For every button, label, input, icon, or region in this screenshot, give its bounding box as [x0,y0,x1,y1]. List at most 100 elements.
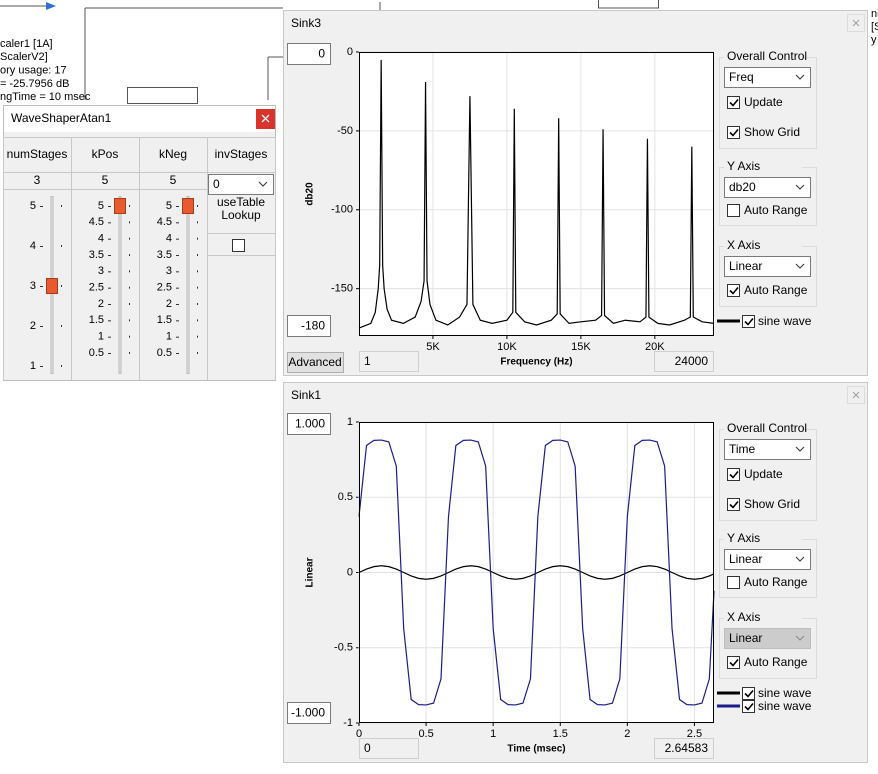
checkbox-label: Auto Range [744,203,808,217]
slider-tick-dot [129,270,130,272]
dropdown-value: db20 [729,180,756,194]
column-header: kPos [92,147,119,161]
checkbox-box [743,701,755,713]
checkbox[interactable] [728,285,740,297]
slider-thumb[interactable] [115,199,126,214]
slider-tick-label: 4.5 [89,216,104,228]
y-axis-label: Linear [305,557,316,587]
slider-tick-label: 1.5 [157,314,172,326]
y-tick-label: 0 [347,46,353,58]
dropdown[interactable]: Time [725,440,811,460]
checkbox-box [743,688,755,700]
slider-tick-dot [197,205,198,207]
checkbox-box [728,127,740,139]
slider-tick-dot [197,352,198,354]
slider-tick-label: 0.5 [89,347,104,359]
slider-tick-label: 5 [30,200,36,212]
slider-tick-label: 1 [30,360,36,372]
group-label: Y Axis [727,159,760,173]
y-tick-label: -100 [331,204,353,216]
checkbox[interactable] [743,701,755,713]
checkbox[interactable] [743,688,755,700]
slider-tick-dot [197,254,198,256]
plot-area [359,52,714,336]
window-title: WaveShaperAtan1 [11,111,112,125]
dropdown-value: Linear [729,631,762,645]
checkbox-label: Show Grid [744,497,800,511]
slider-tick-label: 0.5 [157,347,172,359]
dropdown-value: Time [729,442,756,456]
slider-tick-dot [197,270,198,272]
slider-tick-label: 4 [166,233,172,245]
slider-tick-label: 3.5 [157,249,172,261]
checkbox-box [728,97,740,109]
y-tick-label: 0 [347,566,353,578]
diagram-text: nk [871,8,878,20]
option-label: Lookup [221,208,261,222]
diagram-text: ScalerV2] [0,51,48,63]
checkbox-box [728,499,740,511]
checkbox[interactable] [728,657,740,669]
slider-tick-dot [129,254,130,256]
diagram-text: = -25.7956 dB [0,78,69,90]
dropdown-value: Freq [729,70,754,84]
checkbox[interactable] [728,577,740,589]
parameter-value: 5 [102,173,109,187]
slider-tick-dot [197,303,198,305]
dropdown: Linear [725,629,811,649]
input-value: 1 [364,354,371,368]
x-axis-label: Time (msec) [507,744,565,755]
slider-tick-dot [197,319,198,321]
slider-tick-label: 3.5 [89,249,104,261]
checkbox[interactable] [233,240,245,252]
checkbox[interactable] [728,97,740,109]
slider-tick-dot [61,285,62,287]
checkbox-box [728,577,740,589]
y-tick-label: 1 [347,416,353,428]
checkbox-label: Update [744,95,783,109]
x-axis-label: Frequency (Hz) [500,357,572,368]
slider-tick-label: 4 [30,240,36,252]
sink-window: Sink30-50-100-1505K10K15K20Kdb20Frequenc… [284,11,868,376]
input-value: 2.64583 [665,741,709,755]
checkbox-box [728,469,740,481]
checkbox[interactable] [743,316,755,328]
x-tick-label: 2 [624,728,630,740]
slider-tick-dot [61,205,62,207]
checkbox-label: Update [744,467,783,481]
checkbox[interactable] [728,499,740,511]
group-label: X Axis [727,610,760,624]
diagram-block [599,0,659,8]
checkbox[interactable] [728,205,740,217]
dropdown[interactable]: Linear [725,550,811,570]
diagram-text: ory usage: 17 [0,65,67,77]
dropdown[interactable]: db20 [725,178,811,198]
slider-tick-dot [129,319,130,321]
slider-tick-label: 1 [166,331,172,343]
dropdown[interactable]: Linear [725,257,811,277]
slider-tick-dot [129,205,130,207]
checkbox[interactable] [728,469,740,481]
slider-thumb[interactable] [47,279,58,294]
slider-tick-label: 1.5 [89,314,104,326]
slider-thumb[interactable] [183,199,194,214]
diagram-text: [S [871,21,878,33]
checkbox[interactable] [728,127,740,139]
checkbox-box [233,240,245,252]
slider-tick-label: 2.5 [157,282,172,294]
slider-tick-label: 3 [166,265,172,277]
slider-tick-dot [129,303,130,305]
dropdown[interactable]: 0 [209,175,274,195]
slider-tick-label: 5 [166,200,172,212]
slider-tick-dot [197,287,198,289]
diagram-block [128,88,198,104]
slider-tick-dot [129,352,130,354]
slider-tick-label: 2 [166,298,172,310]
slider-tick-label: 4 [98,233,104,245]
dropdown[interactable]: Freq [725,68,811,88]
checkbox-box [728,285,740,297]
column-header: invStages [215,147,268,161]
group-label: X Axis [727,238,760,252]
group-label: Y Axis [727,531,760,545]
